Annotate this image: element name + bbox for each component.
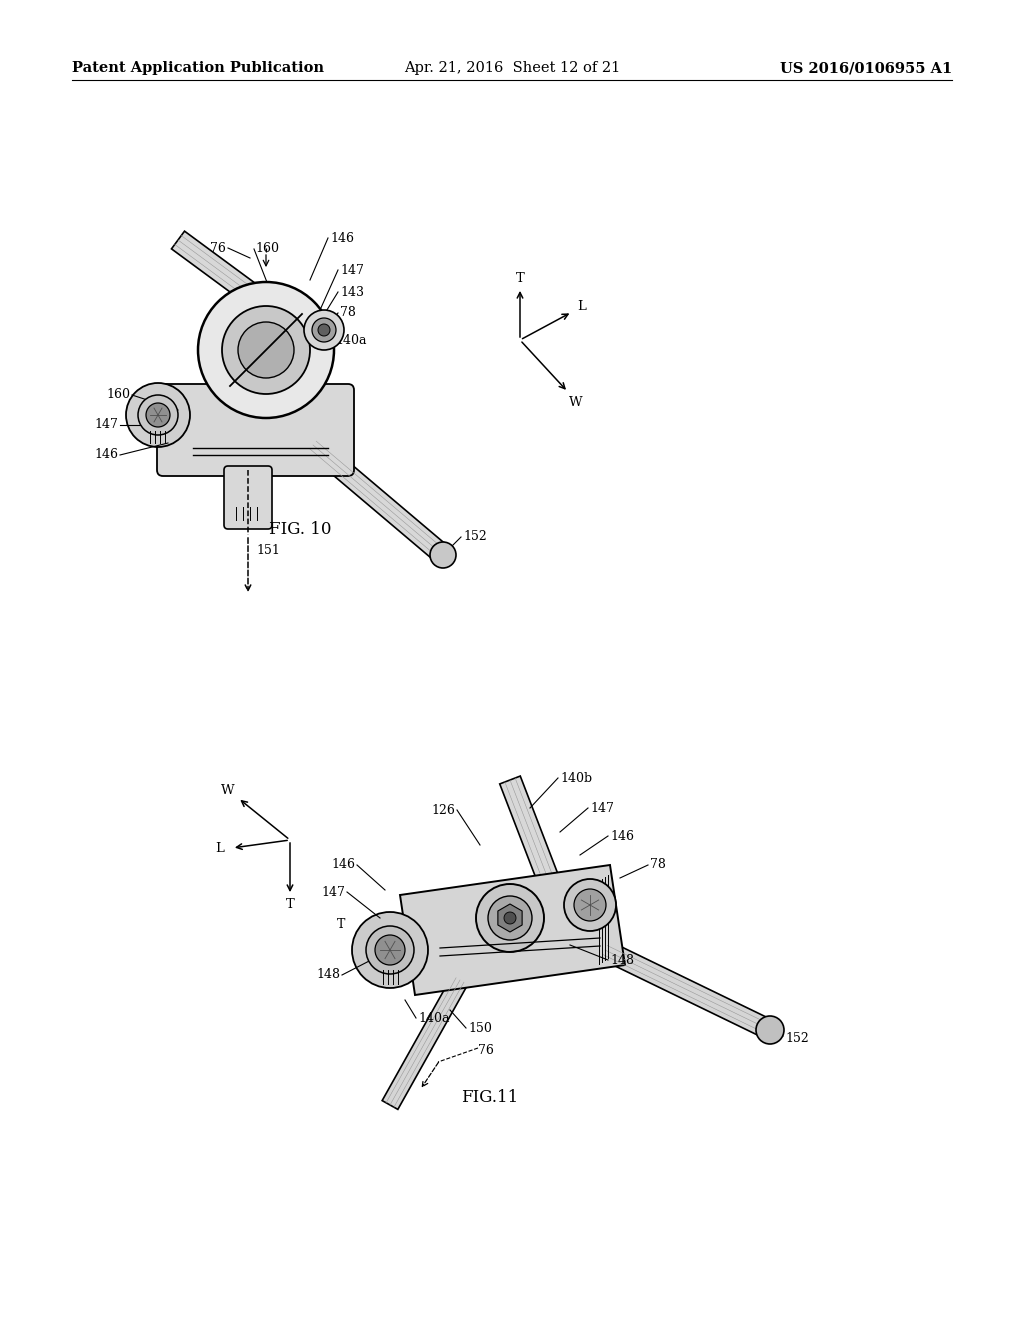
Text: 147: 147 (94, 418, 118, 432)
Polygon shape (601, 941, 774, 1039)
Text: 150: 150 (468, 1022, 492, 1035)
Text: 152: 152 (463, 531, 486, 544)
Circle shape (126, 383, 190, 447)
Circle shape (564, 879, 616, 931)
Circle shape (488, 896, 532, 940)
Text: Apr. 21, 2016  Sheet 12 of 21: Apr. 21, 2016 Sheet 12 of 21 (403, 61, 621, 75)
Text: Patent Application Publication: Patent Application Publication (72, 61, 324, 75)
Circle shape (318, 323, 330, 337)
Text: L: L (578, 301, 587, 314)
Text: L: L (216, 842, 224, 854)
Text: 78: 78 (340, 306, 356, 319)
Text: 152: 152 (785, 1031, 809, 1044)
Text: 151: 151 (256, 544, 280, 557)
Text: 78: 78 (650, 858, 666, 871)
Polygon shape (171, 231, 280, 319)
Circle shape (138, 395, 178, 436)
Text: 147: 147 (590, 801, 613, 814)
Circle shape (304, 310, 344, 350)
Text: 146: 146 (94, 449, 118, 462)
FancyBboxPatch shape (157, 384, 354, 477)
Text: 140a: 140a (335, 334, 367, 346)
Circle shape (756, 1016, 784, 1044)
Circle shape (312, 318, 336, 342)
Text: 76: 76 (478, 1044, 494, 1056)
Text: 143: 143 (340, 285, 364, 298)
Text: W: W (569, 396, 583, 408)
Text: T: T (516, 272, 524, 285)
FancyBboxPatch shape (224, 466, 272, 529)
Text: US 2016/0106955 A1: US 2016/0106955 A1 (779, 61, 952, 75)
Text: 76: 76 (210, 242, 226, 255)
Circle shape (504, 912, 516, 924)
Text: 147: 147 (340, 264, 364, 276)
Circle shape (222, 306, 310, 393)
Text: 148: 148 (610, 953, 634, 966)
Text: W: W (221, 784, 234, 796)
Text: 146: 146 (330, 231, 354, 244)
Circle shape (375, 935, 406, 965)
Circle shape (430, 543, 456, 568)
Text: T: T (337, 919, 345, 932)
Text: 146: 146 (331, 858, 355, 871)
Text: FIG. 10: FIG. 10 (268, 521, 331, 539)
Text: FIG.11: FIG.11 (462, 1089, 518, 1106)
Polygon shape (306, 437, 450, 562)
Circle shape (146, 403, 170, 426)
Text: 147: 147 (322, 886, 345, 899)
Text: 160: 160 (255, 242, 279, 255)
Circle shape (352, 912, 428, 987)
Polygon shape (498, 904, 522, 932)
Text: 140b: 140b (560, 771, 592, 784)
Text: T: T (286, 899, 294, 912)
Circle shape (476, 884, 544, 952)
Polygon shape (382, 975, 468, 1109)
Text: 160: 160 (106, 388, 130, 401)
Text: 140a: 140a (418, 1011, 450, 1024)
Text: 146: 146 (610, 829, 634, 842)
Polygon shape (400, 865, 625, 995)
Circle shape (198, 282, 334, 418)
Text: 126: 126 (431, 804, 455, 817)
Circle shape (574, 888, 606, 921)
Text: 148: 148 (316, 969, 340, 982)
Circle shape (366, 927, 414, 974)
Polygon shape (500, 776, 570, 913)
Circle shape (238, 322, 294, 378)
